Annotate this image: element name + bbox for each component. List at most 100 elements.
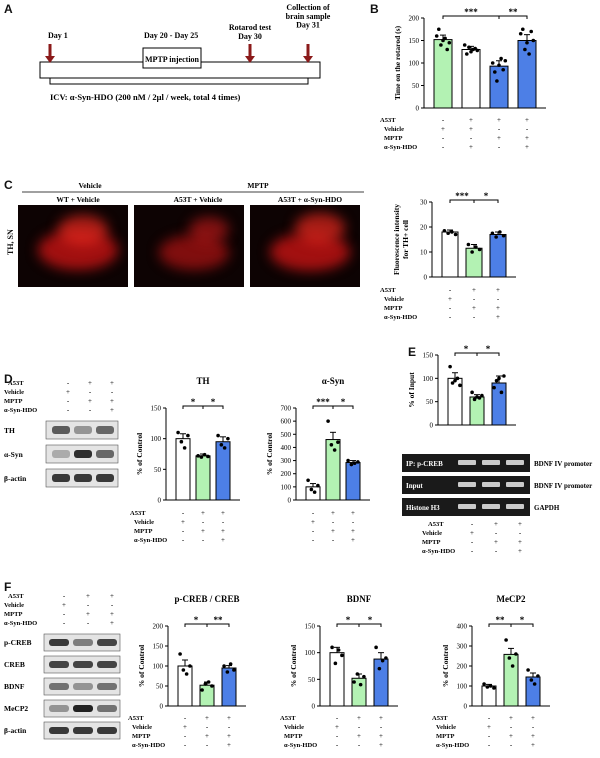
data-point xyxy=(441,38,445,43)
data-point xyxy=(196,454,200,458)
data-point xyxy=(510,664,515,668)
y-tick-label: 300 xyxy=(281,457,292,465)
sig-stars: * xyxy=(484,191,489,201)
header-vehicle: Vehicle xyxy=(78,181,102,190)
sig-stars: * xyxy=(191,397,196,407)
chart-d-asyn: α-Syn 0 100 200 300 400 500 600 700 % of Control *… xyxy=(265,376,370,544)
gel-left-label: Input xyxy=(406,482,423,490)
y-axis-label: % of Control xyxy=(265,433,274,475)
condition-sign: - xyxy=(184,741,187,749)
data-point xyxy=(226,436,230,441)
condition-sign: + xyxy=(472,304,476,312)
data-point xyxy=(178,652,182,656)
blot-f: A53T - + +Vehicle + - -MPTP - + +α-Syn-HDO - - +p-CR… xyxy=(4,592,121,740)
event-arrow-1 xyxy=(45,44,55,63)
condition-sign: + xyxy=(509,714,513,722)
data-point xyxy=(232,668,236,672)
data-point xyxy=(380,658,385,663)
chart-title: p-CREB / CREB xyxy=(174,594,239,604)
condition-sign: - xyxy=(470,134,473,142)
condition-sign: - xyxy=(336,714,339,722)
data-point xyxy=(329,443,334,447)
bar xyxy=(503,653,519,707)
condition-sign: + xyxy=(441,125,445,133)
condition-label: Vehicle xyxy=(284,724,304,731)
condition-label: Vehicle xyxy=(436,724,456,731)
bar xyxy=(195,455,211,501)
y-tick-label: 500 xyxy=(281,431,292,439)
data-point xyxy=(499,56,503,61)
panel-b-label: B xyxy=(370,2,379,16)
condition-sign: + xyxy=(379,741,383,749)
condition-sign: - xyxy=(358,741,361,749)
condition-sign: - xyxy=(488,714,491,722)
data-point xyxy=(176,430,180,435)
data-point xyxy=(488,684,493,688)
blot-band xyxy=(97,727,117,734)
data-point xyxy=(494,378,499,383)
panel-d-label: D xyxy=(4,372,13,386)
condition-sign: + xyxy=(201,509,205,517)
condition-label: Vehicle xyxy=(384,126,404,133)
blot-row-label: β-actin xyxy=(4,726,27,735)
bar xyxy=(305,486,321,501)
y-tick-label: 150 xyxy=(305,623,316,631)
y-tick-label: 0 xyxy=(288,497,292,505)
data-point xyxy=(475,48,480,53)
condition-sign: + xyxy=(183,723,187,731)
data-point xyxy=(179,439,184,444)
y-tick-label: 100 xyxy=(153,663,164,671)
gel-cond-sign: - xyxy=(471,538,474,546)
data-point xyxy=(203,682,208,686)
condition-label: A53T xyxy=(130,510,146,517)
sig-bracket xyxy=(206,623,230,627)
bar xyxy=(447,377,463,426)
blot-band xyxy=(96,450,114,458)
y-axis-label: % of Control xyxy=(289,645,298,687)
data-point xyxy=(355,672,360,676)
blot-cond-sign: - xyxy=(63,592,66,600)
condition-sign: + xyxy=(469,116,473,124)
blot-band xyxy=(49,661,69,668)
gel-right-label: GAPDH xyxy=(534,504,560,512)
blot-cond-sign: + xyxy=(86,610,90,618)
bar xyxy=(215,441,231,501)
icv-text: ICV: α-Syn-HDO (200 nM / 2μl / week, tot… xyxy=(50,92,241,102)
y-tick-label: 150 xyxy=(151,405,162,413)
condition-sign: - xyxy=(206,741,209,749)
sig-stars: * xyxy=(520,615,525,625)
condition-label: A53T xyxy=(432,715,448,722)
condition-sign: - xyxy=(510,741,513,749)
condition-sign: + xyxy=(379,714,383,722)
condition-sign: + xyxy=(472,286,476,294)
blot-row-label: CREB xyxy=(4,660,25,669)
data-point xyxy=(536,674,540,678)
data-point xyxy=(330,645,334,650)
y-tick-label: 100 xyxy=(151,435,162,443)
condition-label: A53T xyxy=(128,715,144,722)
data-point xyxy=(490,61,495,65)
panel-f-label: F xyxy=(4,580,12,594)
condition-label: A53T xyxy=(280,715,296,722)
blot-cond-label: α-Syn-HDO xyxy=(4,620,37,627)
condition-sign: - xyxy=(442,134,445,142)
condition-sign: - xyxy=(336,732,339,740)
condition-sign: - xyxy=(498,125,501,133)
data-point xyxy=(470,390,474,395)
bar xyxy=(489,234,507,278)
gel-left-label: Histone H3 xyxy=(406,504,440,512)
bar xyxy=(177,665,193,707)
condition-sign: + xyxy=(351,527,355,535)
data-point xyxy=(518,31,523,36)
sig-bracket xyxy=(498,15,528,19)
blot-band xyxy=(73,727,93,734)
bar xyxy=(469,396,485,426)
condition-label: A53T xyxy=(380,287,396,294)
gel-cond-label: Vehicle xyxy=(422,530,442,537)
blot-band xyxy=(49,683,69,690)
blot-band xyxy=(97,705,117,712)
data-point xyxy=(199,455,204,459)
condition-sign: + xyxy=(221,536,225,544)
blot-row-label: p-CREB xyxy=(4,638,32,647)
